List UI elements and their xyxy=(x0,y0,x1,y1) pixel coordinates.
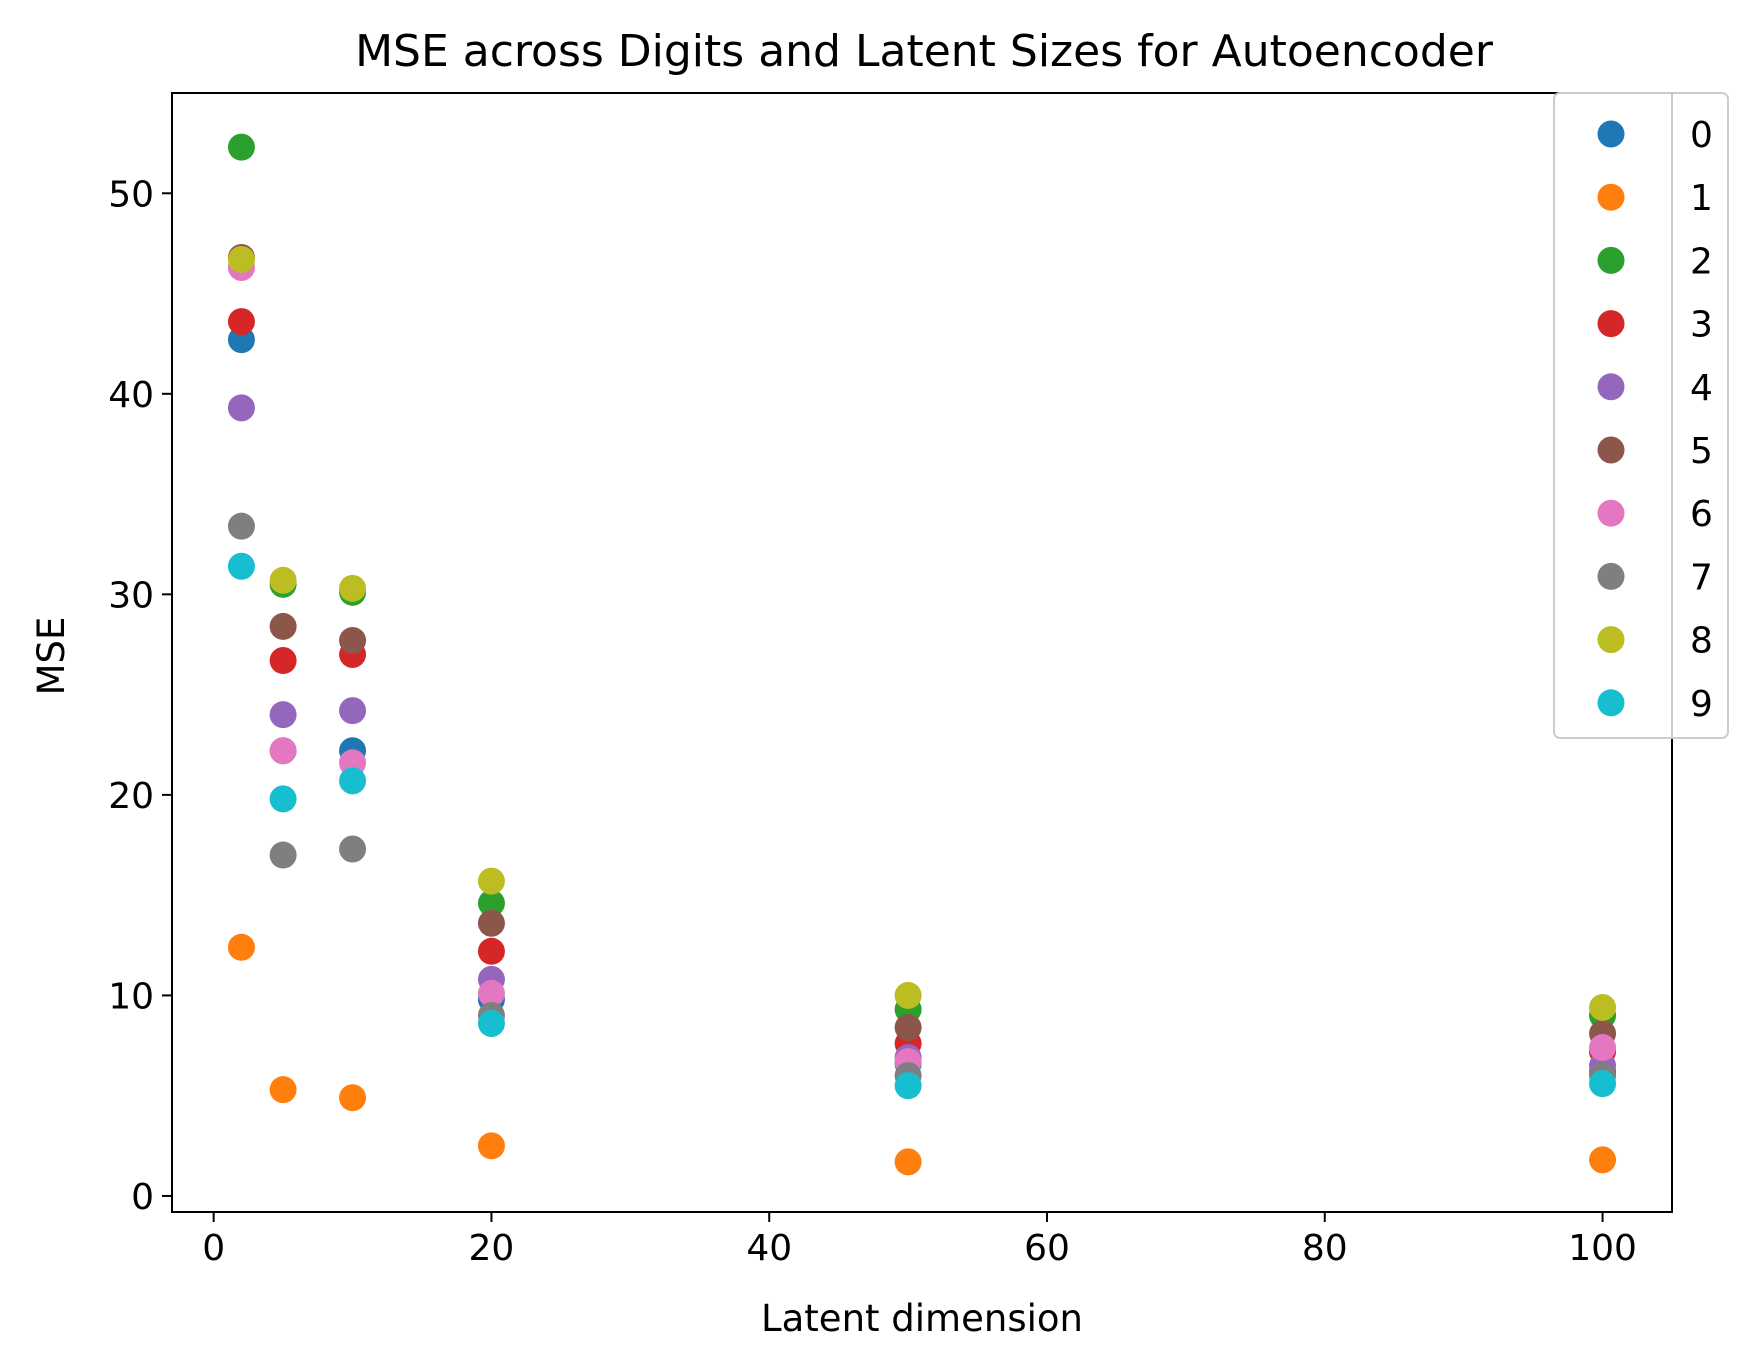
legend-marker xyxy=(1597,120,1625,148)
data-point xyxy=(227,933,255,961)
y-axis-label: MSE xyxy=(30,617,73,696)
data-point xyxy=(227,308,255,336)
legend-label: 7 xyxy=(1690,557,1713,598)
legend-marker xyxy=(1597,626,1625,654)
x-tick-label: 60 xyxy=(1024,1228,1070,1269)
legend-label: 2 xyxy=(1690,241,1713,282)
y-axis-ticks: 0 10 20 30 40 50 xyxy=(108,174,172,1218)
data-point xyxy=(269,701,297,729)
x-tick-label: 80 xyxy=(1302,1228,1348,1269)
data-point xyxy=(269,841,297,869)
legend-label: 0 xyxy=(1690,115,1713,156)
legend-marker xyxy=(1597,373,1625,401)
data-point xyxy=(477,1009,505,1037)
y-tick-label: 20 xyxy=(108,776,154,817)
legend: 0 1 2 3 4 5 6 7 8 9 xyxy=(1553,92,1729,739)
legend-marker xyxy=(1597,562,1625,590)
y-tick-label: 0 xyxy=(131,1177,154,1218)
legend-label: 6 xyxy=(1690,494,1713,535)
x-axis-ticks: 0 20 40 60 80 100 xyxy=(202,1212,1637,1269)
data-point xyxy=(339,1084,367,1112)
data-point xyxy=(477,1132,505,1160)
legend-label: 4 xyxy=(1690,368,1713,409)
legend-marker xyxy=(1597,436,1625,464)
data-point xyxy=(1589,1034,1617,1062)
legend-box xyxy=(1553,92,1729,739)
y-tick-label: 10 xyxy=(108,976,154,1017)
x-tick-label: 100 xyxy=(1568,1228,1637,1269)
data-point xyxy=(269,647,297,675)
y-tick-label: 40 xyxy=(108,375,154,416)
data-point xyxy=(1589,1070,1617,1098)
data-point xyxy=(339,626,367,654)
data-point xyxy=(269,612,297,640)
data-point xyxy=(894,1148,922,1176)
data-point xyxy=(227,552,255,580)
legend-marker xyxy=(1597,310,1625,338)
data-point xyxy=(227,394,255,422)
data-point xyxy=(1589,993,1617,1021)
data-point xyxy=(339,697,367,725)
data-point xyxy=(269,566,297,594)
legend-items: 0 1 2 3 4 5 6 7 8 9 xyxy=(1597,115,1713,725)
data-point xyxy=(477,979,505,1007)
data-point xyxy=(269,1076,297,1104)
data-point xyxy=(894,1014,922,1042)
x-tick-label: 20 xyxy=(469,1228,515,1269)
legend-label: 8 xyxy=(1690,621,1713,662)
legend-label: 5 xyxy=(1690,431,1713,472)
data-point xyxy=(269,737,297,765)
y-tick-label: 30 xyxy=(108,575,154,616)
data-point xyxy=(894,981,922,1009)
y-tick-label: 50 xyxy=(108,174,154,215)
data-point xyxy=(477,889,505,917)
series-digit-8 xyxy=(227,245,1617,1021)
x-tick-label: 0 xyxy=(202,1228,225,1269)
legend-marker xyxy=(1597,246,1625,274)
data-point xyxy=(477,937,505,965)
x-axis-label: Latent dimension xyxy=(761,1297,1083,1340)
data-point xyxy=(269,785,297,813)
legend-marker xyxy=(1597,499,1625,527)
chart-title: MSE across Digits and Latent Sizes for A… xyxy=(355,26,1494,77)
data-point xyxy=(339,835,367,863)
data-point xyxy=(227,245,255,273)
legend-marker xyxy=(1597,183,1625,211)
data-point xyxy=(477,909,505,937)
series-digit-1 xyxy=(227,933,1617,1176)
data-point xyxy=(227,133,255,161)
legend-label: 9 xyxy=(1690,684,1713,725)
data-point xyxy=(477,867,505,895)
legend-label: 1 xyxy=(1690,178,1713,219)
x-tick-label: 40 xyxy=(746,1228,792,1269)
legend-label: 3 xyxy=(1690,305,1713,346)
data-point xyxy=(339,574,367,602)
legend-marker xyxy=(1597,689,1625,717)
data-point xyxy=(227,512,255,540)
data-point xyxy=(339,767,367,795)
data-point xyxy=(1589,1146,1617,1174)
data-point xyxy=(894,1072,922,1100)
plot-markers xyxy=(227,133,1617,1176)
series-digit-9 xyxy=(227,552,1617,1100)
